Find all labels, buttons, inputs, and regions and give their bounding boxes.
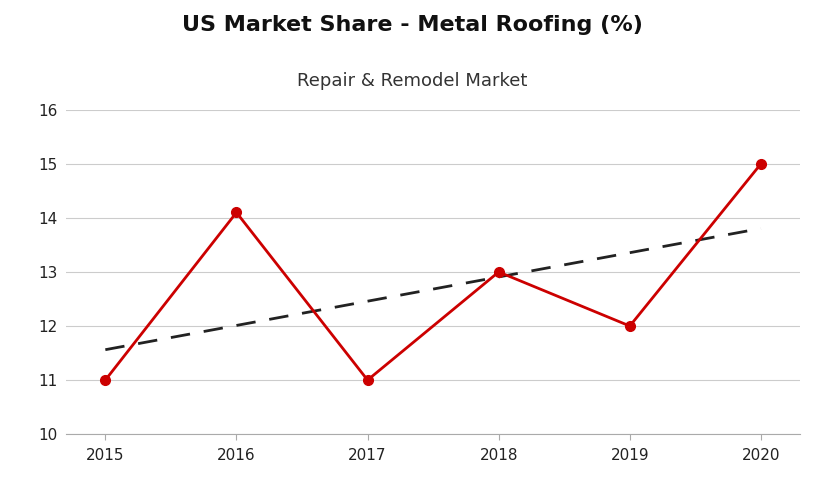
Text: Repair & Remodel Market: Repair & Remodel Market [297,72,528,90]
Text: US Market Share - Metal Roofing (%): US Market Share - Metal Roofing (%) [182,15,643,35]
